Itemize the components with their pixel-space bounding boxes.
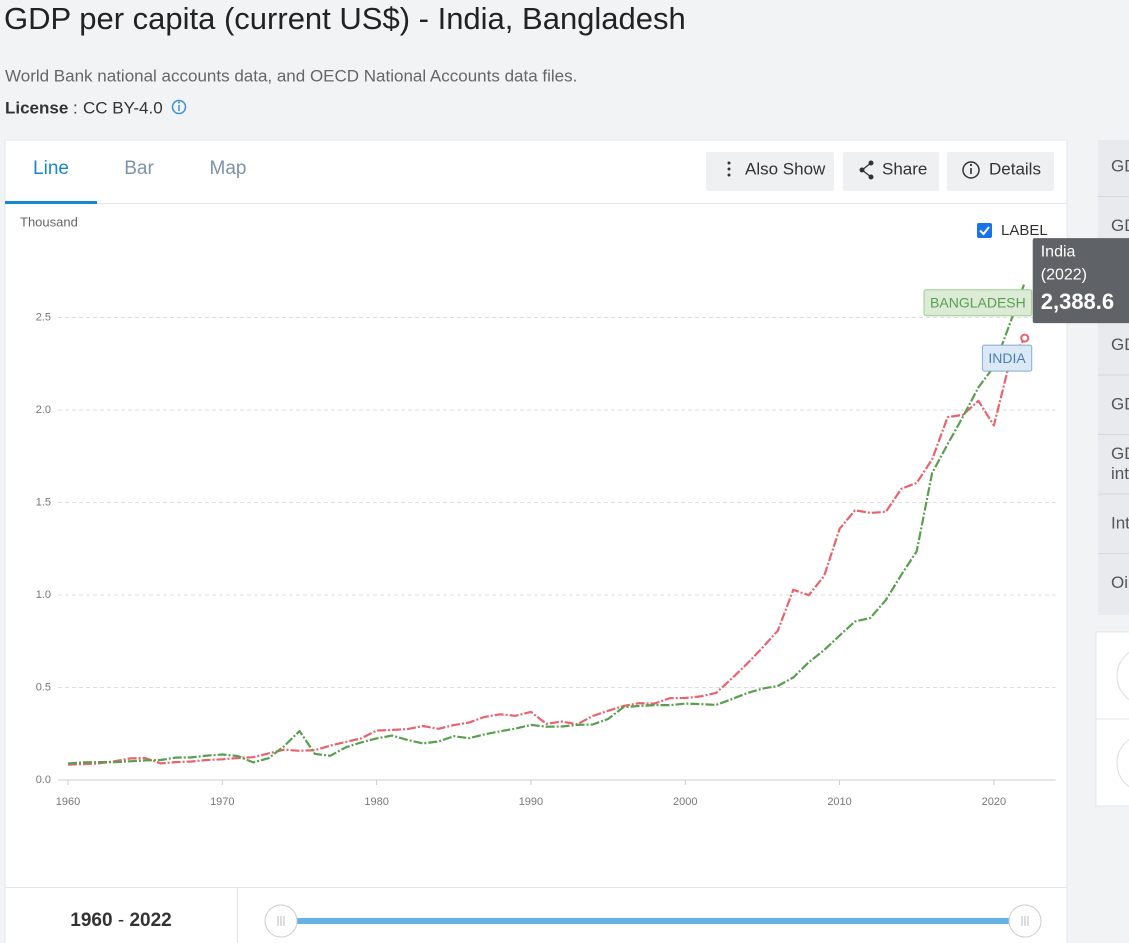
sidebar-item[interactable]: GD	[1111, 394, 1129, 413]
y-tick-label: 2.0	[36, 404, 51, 416]
series-label: BANGLADESH	[923, 289, 1033, 317]
x-tick-label: 1980	[364, 796, 388, 808]
sidebar-icon	[1116, 651, 1129, 701]
button-label: Also Show	[745, 159, 826, 178]
also-show-button[interactable]: Also Show	[706, 152, 834, 191]
sidebar-item[interactable]: GD	[1111, 156, 1129, 175]
y-unit-label: Thousand	[20, 214, 78, 229]
series-label-text: INDIA	[988, 350, 1026, 366]
info-icon[interactable]	[171, 99, 187, 115]
hover-point	[1020, 333, 1030, 343]
sidebar-item[interactable]: GD	[1111, 444, 1129, 463]
series-label: INDIA	[981, 344, 1033, 372]
range-end: 2022	[129, 910, 171, 931]
range-handle-start[interactable]	[264, 904, 298, 938]
range-track	[281, 918, 1025, 924]
y-tick-label: 1.5	[36, 496, 51, 508]
license-separator: :	[73, 98, 78, 117]
x-tick-label: 1990	[519, 796, 543, 808]
tab[interactable]: Map	[210, 158, 247, 179]
chart-card	[4, 139, 1068, 943]
tooltip-period: (2022)	[1041, 266, 1087, 283]
x-tick-label: 2000	[673, 796, 697, 808]
button-label: Share	[882, 159, 927, 178]
license-label: License	[5, 98, 68, 117]
share-button[interactable]: Share	[843, 152, 939, 191]
y-tick-label: 2.5	[36, 311, 51, 323]
sidebar-item[interactable]: Int	[1111, 513, 1129, 532]
range-start: 1960	[70, 910, 112, 931]
range-handle-end[interactable]	[1008, 904, 1042, 938]
label-toggle-text: LABEL	[1001, 222, 1048, 239]
sidebar-item[interactable]: GD	[1111, 216, 1129, 235]
range-separator: -	[118, 910, 124, 931]
series-line	[67, 337, 1026, 766]
sidebar	[1098, 140, 1129, 615]
series-line	[67, 282, 1026, 765]
series-label-box	[923, 289, 1033, 317]
tooltip-series: India	[1041, 243, 1076, 260]
y-tick-label: 1.0	[36, 589, 51, 601]
x-tick-label: 2010	[827, 796, 851, 808]
license: CC BY-4.0	[83, 98, 163, 117]
tab[interactable]: Bar	[124, 158, 154, 179]
label-toggle[interactable]: LABEL	[977, 222, 1048, 239]
tooltip-box	[1032, 238, 1129, 324]
y-tick-label: 0.0	[36, 774, 51, 786]
tooltip-value: 2,388.6	[1041, 289, 1114, 314]
source: World Bank national accounts data, and O…	[5, 66, 577, 85]
sidebar-icon	[1116, 738, 1129, 788]
button-label: Details	[989, 159, 1041, 178]
sidebar-item[interactable]: GD	[1111, 335, 1129, 354]
details-button[interactable]: Details	[947, 152, 1054, 191]
page-title: GDP per capita (current US$) - India, Ba…	[4, 1, 686, 36]
x-tick-label: 2020	[982, 796, 1006, 808]
series-label-text: BANGLADESH	[930, 294, 1026, 310]
x-tick-label: 1960	[56, 796, 80, 808]
series-label-box	[981, 344, 1033, 372]
sidebar-item[interactable]: Oi	[1111, 573, 1128, 592]
sidebar-item-line2: int	[1111, 464, 1129, 483]
tab[interactable]: Line	[33, 158, 69, 179]
range-text: 1960 - 2022	[70, 910, 171, 931]
tab-indicator	[5, 201, 97, 204]
y-tick-label: 0.5	[36, 681, 51, 693]
x-tick-label: 1970	[210, 796, 234, 808]
